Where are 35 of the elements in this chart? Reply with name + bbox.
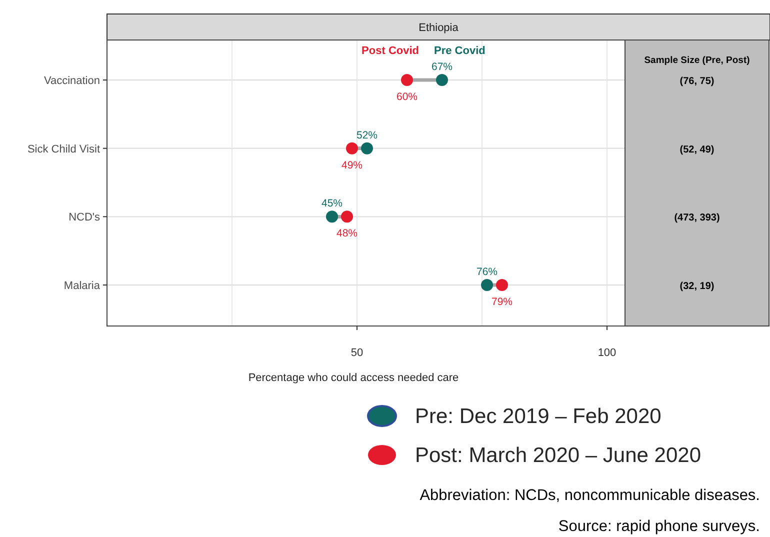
- point: [481, 279, 493, 291]
- data-label: 79%: [491, 296, 513, 308]
- text: (76, 75): [680, 76, 714, 87]
- y-tick-label: NCD's: [68, 212, 100, 224]
- point: [346, 142, 358, 154]
- data-label: 67%: [431, 61, 453, 73]
- data-label: 52%: [356, 129, 378, 142]
- x-axis-title: Percentage who could access needed care: [248, 372, 459, 384]
- data-label: 76%: [476, 266, 498, 278]
- point: [341, 210, 353, 223]
- data-label: 45%: [321, 198, 343, 210]
- y-tick-label: Sick Child Visit: [27, 143, 100, 156]
- y-tick-label: Malaria: [64, 280, 101, 292]
- point: [361, 142, 373, 154]
- text: Abbreviation: NCDs, noncommunicable diseases.: [420, 487, 760, 504]
- data-label: 49%: [341, 159, 363, 172]
- text: (52, 49): [680, 144, 714, 156]
- y-tick-label: Vaccination: [44, 75, 100, 87]
- x-tick-label: 100: [598, 347, 616, 359]
- x-tick-label: 50: [350, 347, 364, 359]
- point: [401, 74, 413, 86]
- data-label: 60%: [396, 91, 418, 103]
- data-label: 48%: [336, 228, 358, 240]
- point: [436, 74, 448, 86]
- text: (473, 393): [674, 212, 720, 224]
- point: [496, 279, 508, 291]
- legend-label: Post: March 2020 – June 2020: [415, 444, 702, 467]
- legend-label: Pre: Dec 2019 – Feb 2020: [415, 405, 662, 428]
- chart-title: Ethiopia: [418, 22, 460, 34]
- text: Sample Size (Pre, Post): [644, 55, 750, 66]
- point: [326, 210, 338, 223]
- source-note: Source: rapid phone surveys.: [558, 518, 760, 535]
- text: (32, 19): [680, 281, 714, 292]
- annotation: Post Covid: [362, 45, 419, 57]
- annotation: Pre Covid: [434, 45, 486, 57]
